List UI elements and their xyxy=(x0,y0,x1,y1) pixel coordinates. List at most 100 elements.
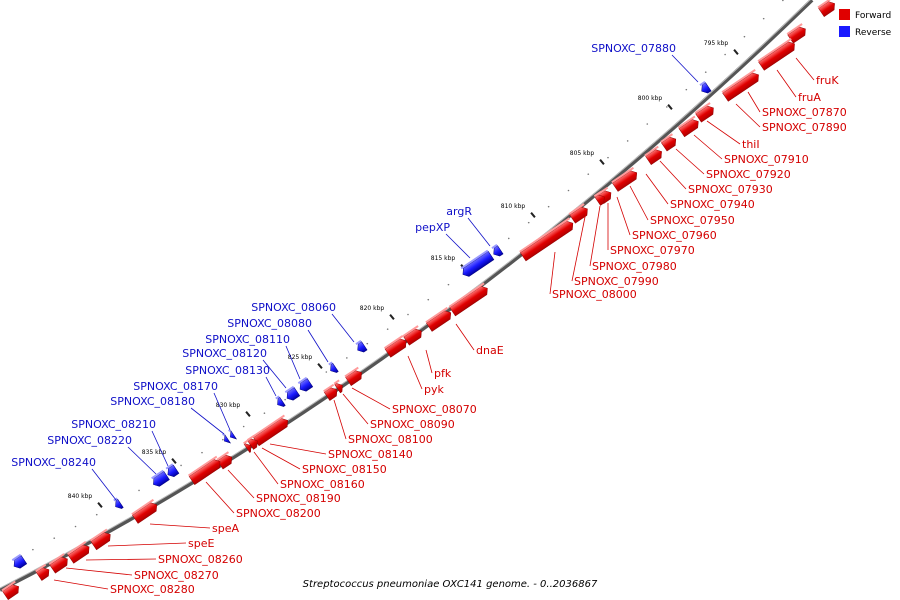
tick-label: 815 kbp xyxy=(431,255,456,262)
reverse-gene-label[interactable]: argR xyxy=(446,205,472,218)
reverse-gene-label[interactable]: SPNOXC_08110 xyxy=(205,333,290,346)
forward-gene-label[interactable]: fruA xyxy=(798,91,821,104)
forward-gene-label[interactable]: SPNOXC_08190 xyxy=(256,492,341,505)
forward-gene-label[interactable]: pyk xyxy=(424,383,444,396)
reverse-gene-block xyxy=(355,339,368,353)
tick-dot xyxy=(346,357,348,359)
reverse-gene-arrow xyxy=(357,341,368,353)
reverse-gene-arrow xyxy=(115,498,124,509)
reverse-gene-label[interactable]: SPNOXC_08080 xyxy=(227,317,312,330)
forward-leader-line xyxy=(776,69,797,98)
forward-gene-label[interactable]: SPNOXC_07910 xyxy=(724,153,809,166)
forward-gene-label[interactable]: thiI xyxy=(742,138,760,151)
forward-gene-top xyxy=(323,383,335,393)
forward-gene-label[interactable]: speA xyxy=(212,522,239,535)
forward-gene-label[interactable]: SPNOXC_08090 xyxy=(370,418,455,431)
reverse-leader-line xyxy=(127,446,157,475)
forward-gene-block xyxy=(660,133,677,152)
forward-gene-top xyxy=(216,451,230,461)
forward-gene-arrow xyxy=(594,194,605,206)
reverse-leader-line xyxy=(190,407,225,435)
tick-mark xyxy=(317,363,323,369)
forward-gene-label[interactable]: SPNOXC_07940 xyxy=(670,198,755,211)
forward-gene-block xyxy=(243,439,252,453)
tick-mark xyxy=(245,411,251,417)
forward-gene-label[interactable]: SPNOXC_08200 xyxy=(236,507,321,520)
forward-gene-label[interactable]: fruK xyxy=(816,74,839,87)
genome-backbone xyxy=(0,0,814,592)
forward-gene-label[interactable]: SPNOXC_07870 xyxy=(762,106,847,119)
reverse-gene-label[interactable]: SPNOXC_08240 xyxy=(11,456,96,469)
forward-gene-top xyxy=(402,325,419,337)
legend: Forward Reverse xyxy=(839,9,892,38)
forward-gene-label[interactable]: speE xyxy=(188,537,214,550)
forward-gene-label[interactable]: pfk xyxy=(434,367,452,380)
forward-gene-top xyxy=(48,553,65,565)
forward-leader-line xyxy=(269,443,327,455)
forward-gene-top xyxy=(721,69,756,94)
reverse-gene-label[interactable]: SPNOXC_08130 xyxy=(185,364,270,377)
tick-label: 810 kbp xyxy=(501,203,526,210)
forward-gene-top xyxy=(448,282,485,308)
forward-gene-label[interactable]: SPNOXC_07920 xyxy=(706,168,791,181)
forward-gene-top xyxy=(333,379,340,385)
forward-gene-top xyxy=(66,541,87,556)
reverse-gene-label[interactable]: SPNOXC_08170 xyxy=(133,380,218,393)
forward-gene-label[interactable]: SPNOXC_07970 xyxy=(610,244,695,257)
forward-gene-block xyxy=(448,282,488,317)
reverse-gene-label[interactable]: SPNOXC_08210 xyxy=(71,418,156,431)
forward-gene-label[interactable]: SPNOXC_07890 xyxy=(762,121,847,134)
forward-leader-line xyxy=(455,323,475,351)
forward-gene-arrow xyxy=(661,136,677,152)
tick-dot xyxy=(762,17,765,20)
forward-gene-block xyxy=(757,38,795,71)
forward-gene-block xyxy=(425,306,452,332)
forward-gene-label[interactable]: dnaE xyxy=(476,344,504,357)
forward-leader-line xyxy=(589,205,601,267)
reverse-gene-top xyxy=(275,395,280,400)
forward-gene-label[interactable]: SPNOXC_08140 xyxy=(328,448,413,461)
reverse-gene-label[interactable]: SPNOXC_08120 xyxy=(182,347,267,360)
tick-dot xyxy=(180,464,182,467)
tick-dot xyxy=(74,525,77,528)
tick-dot xyxy=(32,548,34,551)
forward-gene-label[interactable]: SPNOXC_07990 xyxy=(574,275,659,288)
reverse-leader-line xyxy=(91,468,117,501)
tick-dot xyxy=(447,283,450,286)
reverse-gene-arrow xyxy=(493,245,504,257)
tick-label: 805 kbp xyxy=(570,150,595,157)
tick-mark xyxy=(171,458,177,464)
forward-gene-label[interactable]: SPNOXC_08150 xyxy=(302,463,387,476)
forward-gene-label[interactable]: SPNOXC_07980 xyxy=(592,260,677,273)
forward-gene-label[interactable]: SPNOXC_08260 xyxy=(158,553,243,566)
reverse-gene-label[interactable]: SPNOXC_08060 xyxy=(251,301,336,314)
forward-gene-label[interactable]: SPNOXC_08270 xyxy=(134,569,219,582)
forward-leader-line xyxy=(333,399,347,440)
forward-gene-top xyxy=(243,439,249,445)
forward-leader-line xyxy=(85,558,157,561)
forward-gene-label[interactable]: SPNOXC_07950 xyxy=(650,214,735,227)
reverse-gene-label[interactable]: pepXP xyxy=(415,221,450,234)
reverse-gene-top xyxy=(491,243,498,249)
forward-gene-label[interactable]: SPNOXC_08280 xyxy=(110,583,195,596)
forward-gene-top xyxy=(694,102,711,114)
forward-gene-block xyxy=(694,102,714,123)
reverse-leader-line xyxy=(467,217,491,247)
forward-gene-label[interactable]: SPNOXC_07960 xyxy=(632,229,717,242)
reverse-gene-label[interactable]: SPNOXC_08220 xyxy=(47,434,132,447)
tick-dot xyxy=(284,398,286,401)
tick-layer: 795 kbp 800 kbp 805 kbp 810 kbp 815 kbp 820 k… xyxy=(32,0,784,551)
forward-gene-label[interactable]: SPNOXC_07930 xyxy=(688,183,773,196)
forward-gene-label[interactable]: SPNOXC_08070 xyxy=(392,403,477,416)
forward-gene-label[interactable]: SPNOXC_08000 xyxy=(552,288,637,301)
forward-gene-block xyxy=(817,0,835,17)
forward-gene-block xyxy=(677,115,699,138)
reverse-gene-label[interactable]: SPNOXC_08180 xyxy=(110,395,195,408)
forward-gene-label[interactable]: SPNOXC_08100 xyxy=(348,433,433,446)
forward-leader-line xyxy=(549,251,556,295)
forward-leader-line xyxy=(659,160,687,190)
reverse-gene-block xyxy=(165,463,180,477)
reverse-gene-label[interactable]: SPNOXC_07880 xyxy=(591,42,676,55)
forward-gene-label[interactable]: SPNOXC_08160 xyxy=(280,478,365,491)
reverse-gene-block xyxy=(297,376,314,392)
